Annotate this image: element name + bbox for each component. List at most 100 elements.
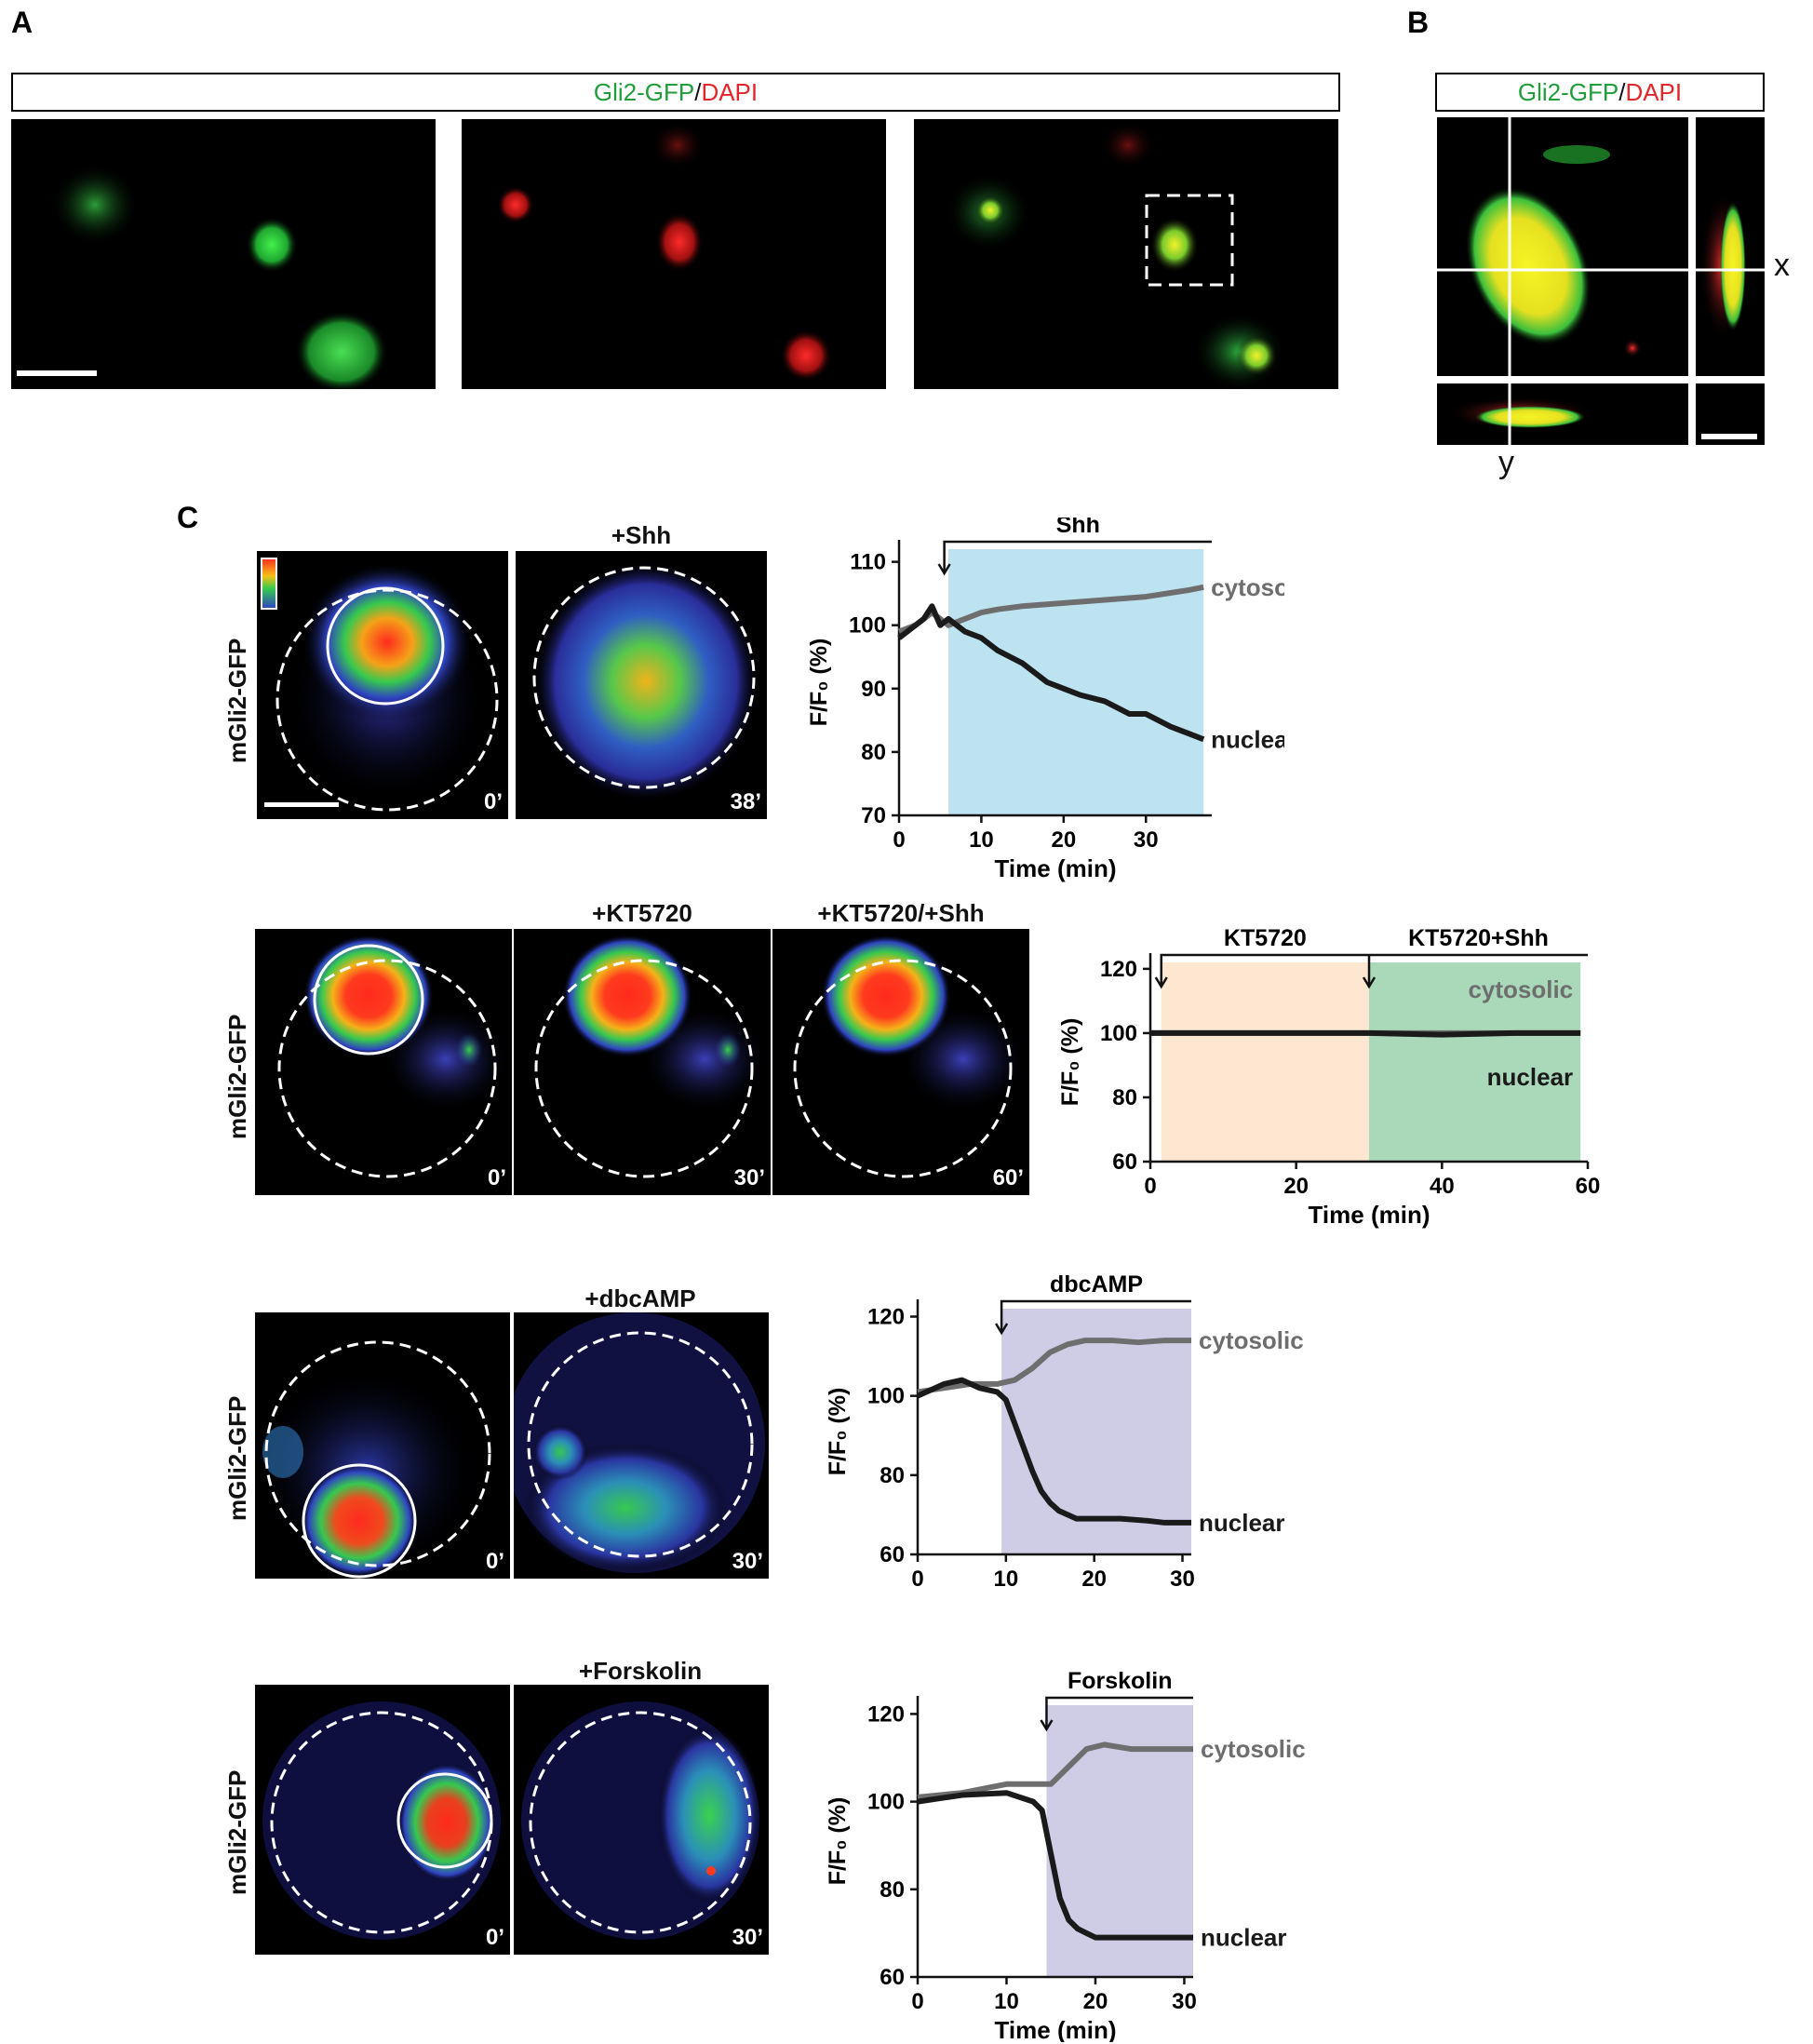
- x-axis-title: Time (min): [1309, 1201, 1430, 1229]
- y-tick-label: 120: [867, 1305, 905, 1330]
- y-tick-label: 100: [1100, 1021, 1137, 1046]
- treatment-shade: [948, 549, 1204, 815]
- y-tick-label: 70: [861, 803, 886, 828]
- nuclear-series-label: nuclear: [1201, 1924, 1287, 1952]
- row4-treatment: +Forskolin: [578, 1657, 703, 1685]
- y-tick-label: 80: [1112, 1085, 1137, 1110]
- x-axis-title: Time (min): [995, 2016, 1117, 2042]
- y-tick-label: 80: [880, 1877, 905, 1903]
- x-tick-label: 30: [1170, 1567, 1195, 1592]
- cytosolic-series-line: [917, 1741, 1193, 1800]
- x-tick-label: 30: [1134, 827, 1159, 853]
- nuclear-series-label: nuclear: [1199, 1509, 1285, 1537]
- scale-bar: [17, 370, 97, 376]
- row4-image-0: 0’: [255, 1685, 510, 1955]
- row1-treatment: +Shh: [611, 521, 672, 549]
- cytosolic-series-label: cytosolic: [1468, 975, 1573, 1003]
- y-tick-label: 80: [861, 740, 886, 765]
- panel-b-title: Gli2-GFP/DAPI: [1435, 73, 1765, 112]
- nuclear-series-label: nuclear: [1211, 725, 1284, 753]
- nuclear-series-line: [1150, 1029, 1581, 1038]
- chart-forskolin: Forskolin 60 80 100 120 0 10 20 30 Time (min) F/F₀…: [825, 1668, 1306, 2042]
- row1-image-0: 0’: [257, 551, 508, 819]
- y-tick-label: 60: [1112, 1150, 1137, 1175]
- treatment-label: Shh: [1056, 518, 1100, 538]
- row2-ylabel: mGli2-GFP: [223, 1014, 251, 1139]
- slash-b: /: [1618, 78, 1626, 106]
- arrow-icon: [1362, 976, 1377, 989]
- scale-bar-c: [264, 802, 339, 807]
- row2-image-2: 60’: [772, 929, 1029, 1195]
- kt5720-shade: [1161, 962, 1369, 1162]
- nuclear-series-line: [917, 1790, 1193, 1941]
- y-tick-label: 100: [849, 613, 886, 639]
- x-tick-label: 10: [994, 1989, 1019, 2014]
- time-0: 0’: [483, 789, 503, 814]
- row2-treatment-2: +KT5720/+Shh: [817, 899, 985, 927]
- x-tick-label: 20: [1083, 1989, 1108, 2014]
- time-0-fk: 0’: [485, 1925, 504, 1950]
- time-1: 38’: [730, 789, 761, 814]
- x-tick-label: 0: [911, 1567, 923, 1592]
- x-axis-title: Time (min): [995, 854, 1117, 882]
- y-tick-label: 100: [867, 1790, 905, 1815]
- time-1-kt: 30’: [733, 1165, 765, 1190]
- y-axis-label: y: [1498, 445, 1514, 480]
- arrow-icon: [995, 1323, 1009, 1336]
- x-tick-label: 40: [1430, 1174, 1455, 1199]
- x-tick-label: 30: [1172, 1989, 1197, 2014]
- scale-bar-b: [1701, 434, 1757, 439]
- treatment-bar: [1000, 1299, 1191, 1331]
- row2-image-1: 30’: [514, 929, 771, 1195]
- micrograph-gfp: [11, 119, 436, 389]
- time-0-kt: 0’: [487, 1165, 506, 1190]
- panel-label-a: A: [11, 6, 34, 39]
- zoom-box: [1145, 194, 1234, 287]
- chart-shh: Shh 70 80 90 100 110 0 10 20 30 Time (min) F/F₀ (%)…: [806, 518, 1284, 882]
- gfp-label-b: Gli2-GFP: [1517, 78, 1619, 106]
- y-tick-label: 60: [880, 1542, 905, 1567]
- arrow-icon: [1154, 976, 1168, 989]
- y-axis-title: F/F₀ (%): [825, 1797, 851, 1886]
- cytosolic-series-label: cytosolic: [1201, 1735, 1306, 1763]
- dapi-label: DAPI: [701, 78, 759, 106]
- treatment-bar: [943, 540, 1212, 572]
- treatment-label: dbcAMP: [1050, 1271, 1143, 1298]
- row2-image-0: 0’: [255, 929, 512, 1195]
- x-axis-label: x: [1774, 248, 1790, 283]
- x-tick-label: 10: [969, 827, 994, 853]
- dapi-label-b: DAPI: [1625, 78, 1683, 106]
- panel-label-c: C: [177, 501, 199, 534]
- orthogonal-view: [1437, 117, 1765, 445]
- x-tick-label: 20: [1081, 1567, 1107, 1592]
- y-tick-label: 110: [850, 550, 886, 575]
- x-tick-label: 0: [1144, 1174, 1156, 1199]
- row4-ylabel: mGli2-GFP: [223, 1769, 251, 1895]
- time-0-db: 0’: [485, 1549, 504, 1574]
- treatment-bar: [1045, 1696, 1193, 1728]
- row1-ylabel: mGli2-GFP: [223, 638, 251, 763]
- x-tick-label: 0: [893, 827, 905, 853]
- arrow-icon: [937, 563, 951, 576]
- y-tick-label: 60: [880, 1965, 905, 1990]
- colorbar: [261, 558, 277, 610]
- x-tick-label: 60: [1576, 1174, 1601, 1199]
- y-tick-label: 120: [867, 1701, 905, 1727]
- x-tick-label: 20: [1051, 827, 1076, 853]
- nuclear-series-line: [916, 1377, 1191, 1526]
- nuclear-series-label: nuclear: [1487, 1063, 1574, 1091]
- x-tick-label: 0: [911, 1989, 923, 2014]
- y-tick-label: 120: [1100, 957, 1137, 982]
- chart-dbcamp: dbcAMP 60 80 100 120 0 10 20 30 F/F₀ (%) cytosolic…: [825, 1271, 1304, 1592]
- y-axis-title: F/F₀ (%): [825, 1388, 851, 1476]
- x-tick-label: 10: [993, 1567, 1018, 1592]
- treatment-shade: [1001, 1309, 1191, 1554]
- treatment-label: KT5720+Shh: [1408, 925, 1549, 951]
- y-axis-title: F/F₀ (%): [806, 639, 832, 727]
- treatment-label: KT5720: [1224, 925, 1307, 951]
- chart-kt5720: KT5720 KT5720+Shh 60 80 100 120 0 20 40 60 Time (m…: [1057, 925, 1601, 1229]
- x-tick-label: 20: [1283, 1174, 1309, 1199]
- time-1-fk: 30’: [732, 1925, 763, 1950]
- time-1-db: 30’: [732, 1549, 763, 1574]
- y-tick-label: 100: [867, 1384, 905, 1409]
